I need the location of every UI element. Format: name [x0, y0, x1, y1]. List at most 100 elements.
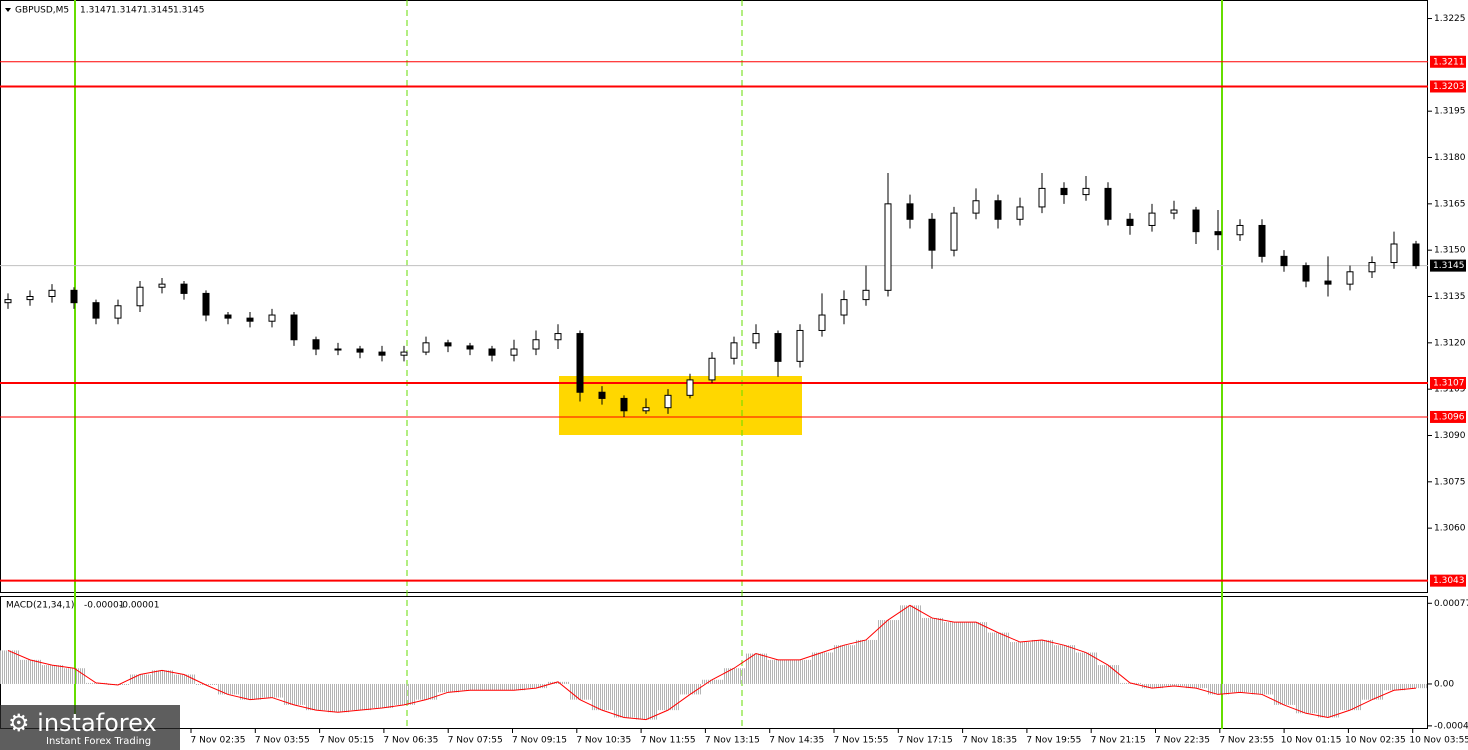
macd-bar [151, 670, 173, 684]
level-label: 1.3211 [1433, 57, 1465, 67]
macd-bar [789, 659, 811, 684]
candle-body [290, 314, 298, 341]
macd-bar [1141, 683, 1163, 689]
macd-bar [1273, 683, 1295, 705]
candle-body [884, 203, 892, 291]
candle-body [1016, 206, 1024, 220]
candle-body [224, 314, 232, 319]
x-tick-label: 7 Nov 07:55 [448, 736, 503, 746]
y-tick-label: 1.3060 [1434, 524, 1466, 534]
macd-bar [1317, 683, 1339, 718]
macd-bar [1405, 683, 1427, 689]
candle-body [510, 348, 518, 356]
header-value: 1.3145 [173, 6, 205, 16]
candle-body [1104, 187, 1112, 220]
y-tick-label: 1.3180 [1434, 153, 1466, 163]
y-tick-label: 1.3120 [1434, 338, 1466, 348]
candle-body [1302, 265, 1310, 282]
candle-body [906, 203, 914, 220]
level-label: 1.3043 [1433, 576, 1465, 586]
candle-body [1126, 218, 1134, 226]
x-tick-label: 7 Nov 05:15 [319, 736, 374, 746]
x-tick-label: 7 Nov 11:55 [641, 736, 696, 746]
candle-body [378, 351, 386, 356]
macd-bar [855, 639, 877, 684]
header-value: 1.3147 [111, 6, 143, 16]
y-tick-label: 1.3105 [1434, 385, 1466, 395]
x-tick-label: 7 Nov 14:35 [769, 736, 824, 746]
macd-bar [41, 665, 63, 684]
y-tick-label: 1.3195 [1434, 107, 1466, 117]
current-price-box [1430, 259, 1466, 272]
y-tick-label: 1.3075 [1434, 477, 1466, 487]
macd-bar [1097, 665, 1119, 684]
indicator-title: MACD(21,34,1) [6, 601, 74, 611]
candle-body [818, 314, 826, 331]
x-tick-label: 7 Nov 03:55 [255, 736, 310, 746]
x-tick-label: 10 Nov 03:55 [1409, 736, 1468, 746]
candle-body [1192, 209, 1200, 233]
macd-bar [327, 683, 349, 713]
macd-bar [1229, 683, 1251, 693]
logo: ⚙ instaforex Instant Forex Trading [0, 705, 180, 750]
macd-bar [679, 683, 701, 695]
macd-bar [1383, 683, 1405, 691]
macd-bar [1009, 642, 1031, 684]
candle-body [1280, 255, 1288, 267]
candle-body [422, 342, 430, 353]
candle-body [576, 333, 584, 393]
macd-bar [437, 683, 459, 693]
candle-body [928, 218, 936, 251]
macd-bar [283, 683, 305, 705]
indicator-value: -0.00001 [84, 601, 124, 611]
macd-bar [1185, 683, 1207, 689]
candle-body [708, 357, 716, 381]
candle-body [1038, 187, 1046, 208]
x-tick-label: 7 Nov 19:55 [1026, 736, 1081, 746]
macd-bar [833, 645, 855, 684]
candle-body [1346, 271, 1354, 285]
macd-bar [1163, 683, 1185, 687]
candle-body [774, 333, 782, 362]
macd-bar [1339, 683, 1361, 711]
candle-body [532, 339, 540, 350]
candle-body [48, 289, 56, 297]
macd-bar [349, 683, 371, 711]
candle-body [92, 302, 100, 319]
macd-bar [1075, 652, 1097, 684]
candle-body [752, 333, 760, 344]
candle-body [26, 296, 34, 301]
x-tick-label: 7 Nov 18:35 [962, 736, 1017, 746]
candle-body [1060, 187, 1068, 196]
candle-body [686, 379, 694, 396]
macd-bar [1053, 645, 1075, 684]
candle-body [466, 345, 474, 350]
candle-body [202, 292, 210, 316]
y-tick-label: 0.00077 [1434, 599, 1468, 609]
x-tick-label: 7 Nov 21:15 [1091, 736, 1146, 746]
candle-body [730, 342, 738, 359]
level-label: 1.3203 [1433, 82, 1465, 92]
macd-bar [547, 681, 569, 684]
macd-bar [0, 650, 19, 684]
macd-bar [723, 668, 745, 684]
macd-bar [481, 683, 503, 691]
macd-bar [239, 683, 261, 700]
candle-body [246, 317, 254, 322]
x-tick-label: 7 Nov 17:15 [898, 736, 953, 746]
candle-body [1148, 212, 1156, 226]
macd-bar [525, 683, 547, 689]
candle-body [356, 348, 364, 353]
current-price-label: 1.3145 [1433, 261, 1465, 271]
y-tick-label: 0.00 [1434, 679, 1454, 689]
candle-body [70, 289, 78, 304]
candle-body [444, 342, 452, 347]
macd-bar [569, 683, 591, 700]
x-tick-label: 7 Nov 15:55 [834, 736, 889, 746]
y-tick-label: 1.3090 [1434, 431, 1466, 441]
price-frame [0, 0, 1428, 593]
macd-bar [613, 683, 635, 718]
candle-body [1236, 224, 1244, 236]
macd-bar [921, 617, 943, 684]
